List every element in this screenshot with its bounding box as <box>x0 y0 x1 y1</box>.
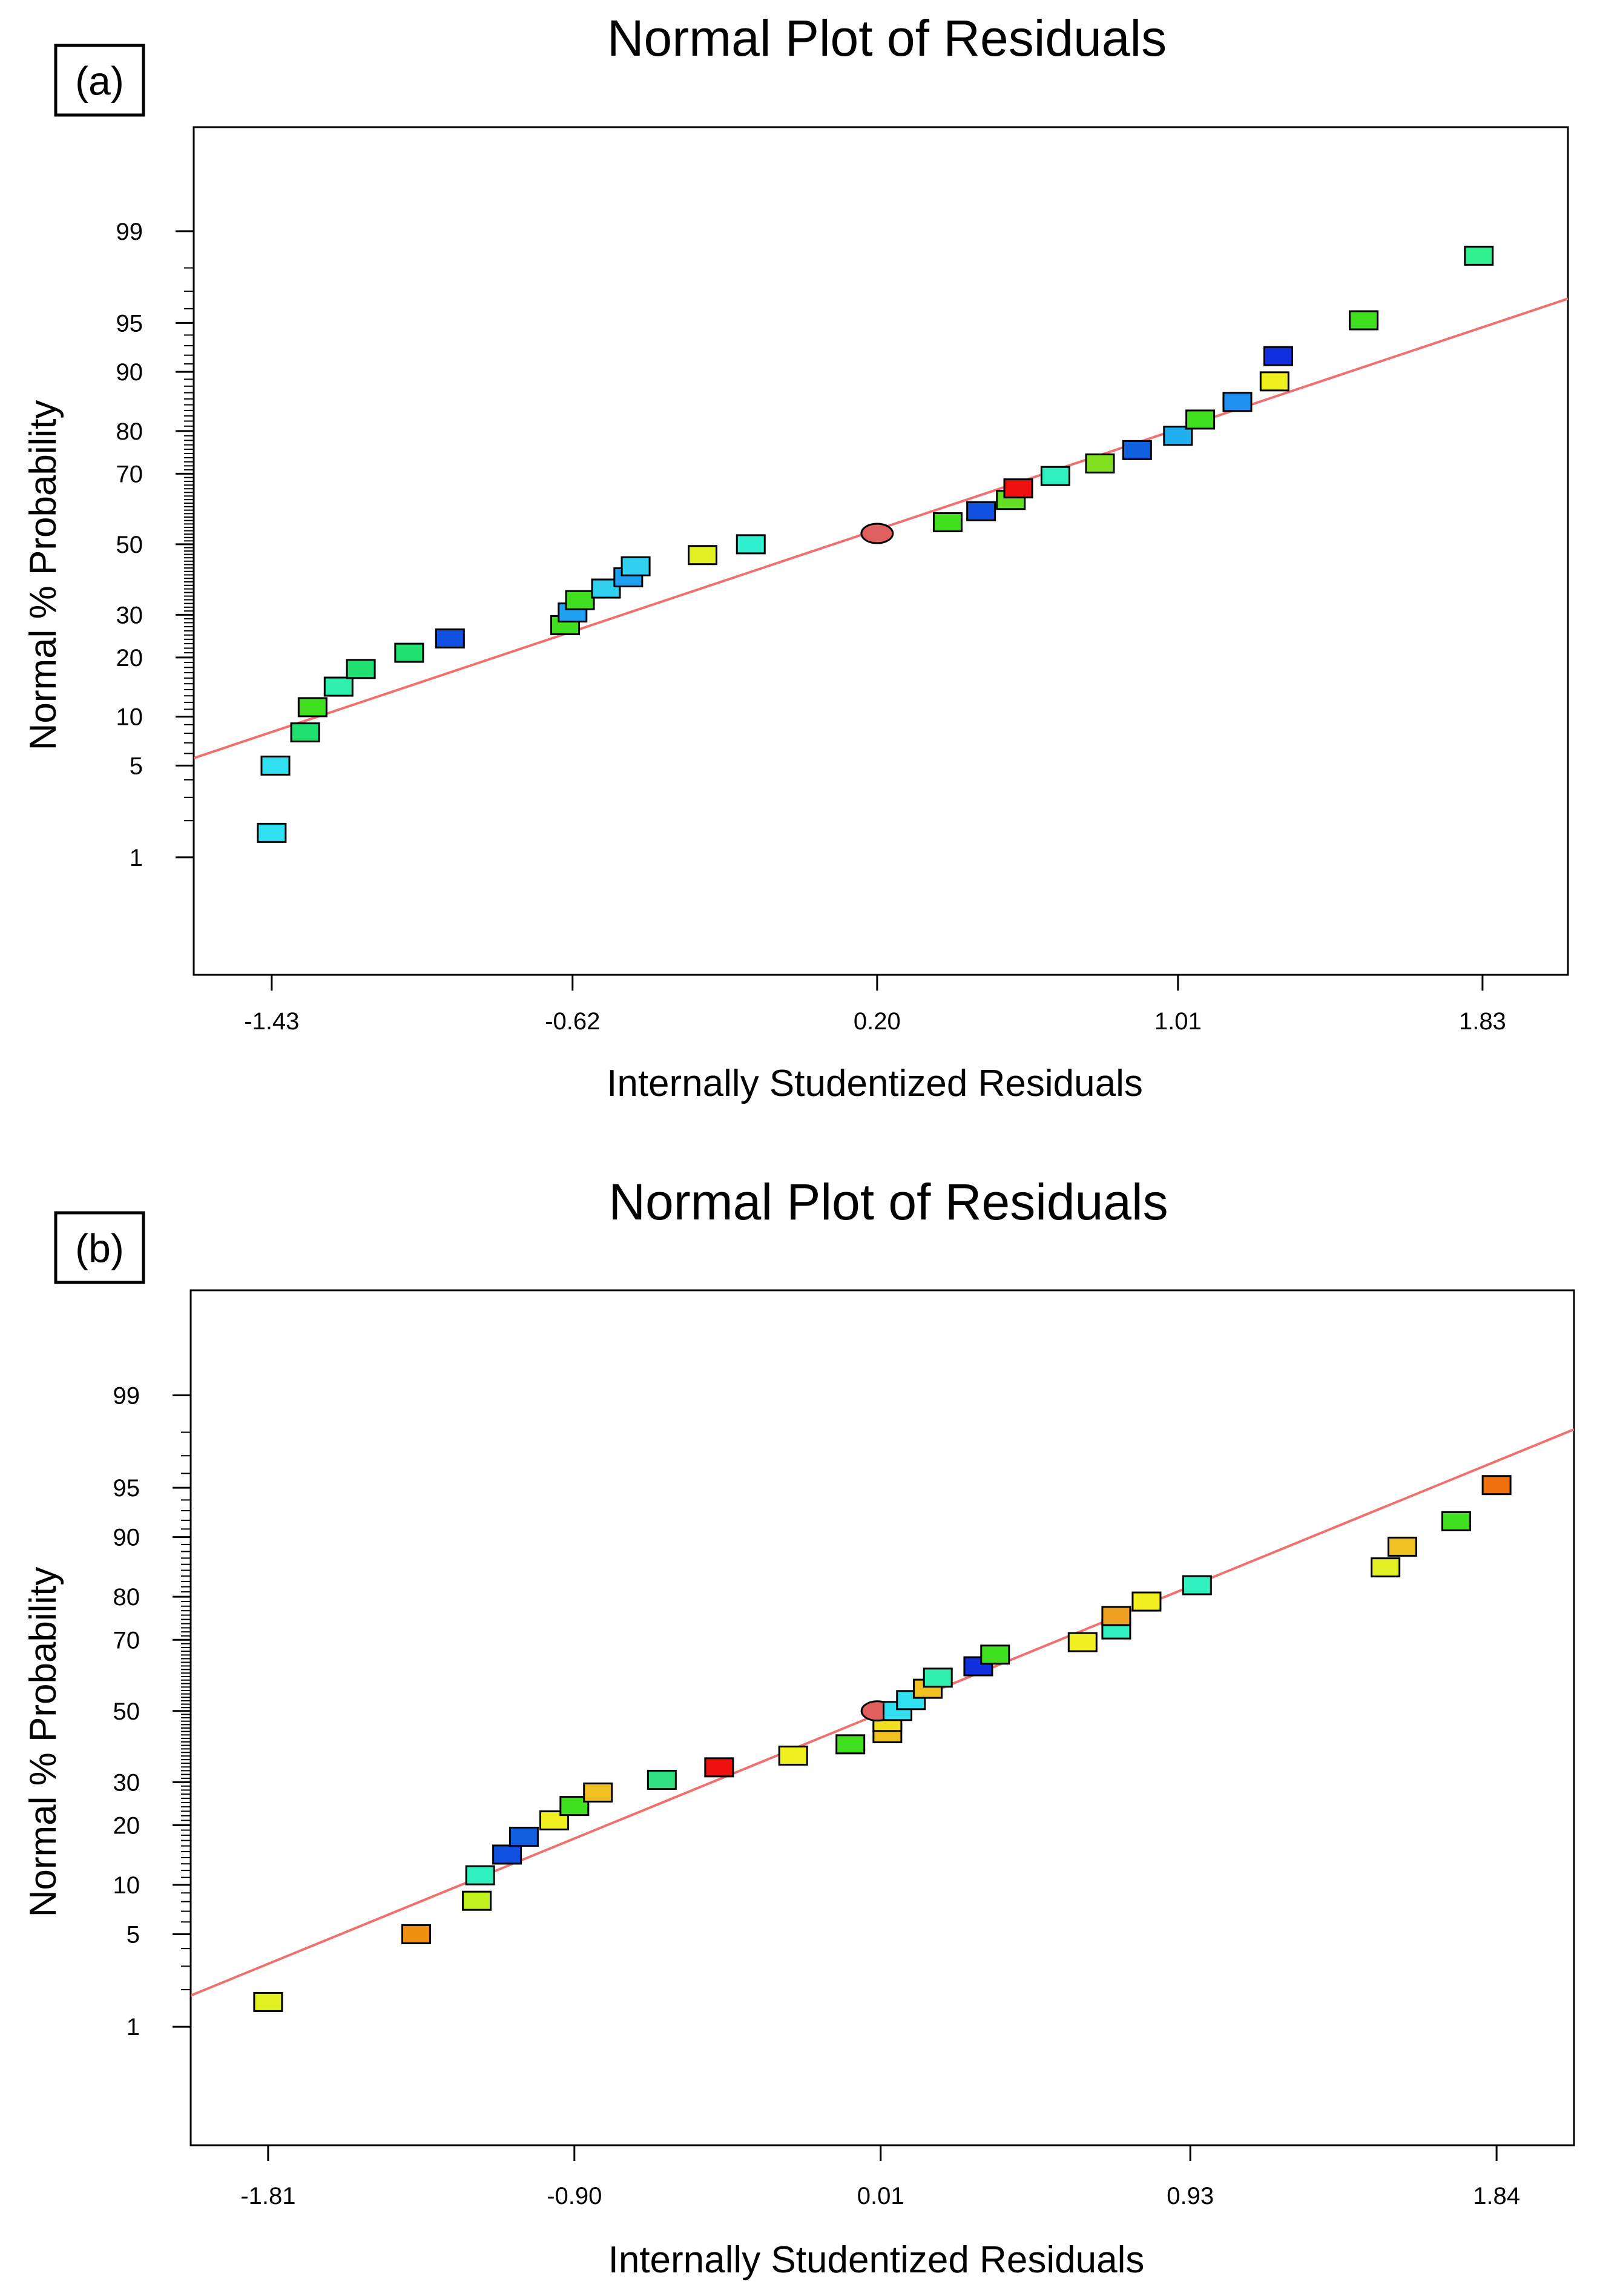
data-point <box>621 556 651 576</box>
y-tick-label: 10 <box>113 1872 140 1899</box>
y-tick-label: 99 <box>116 219 143 245</box>
y-tick-label: 1 <box>130 845 143 871</box>
y-tick-label: 99 <box>113 1382 140 1409</box>
data-point <box>688 545 718 566</box>
data-point <box>1185 409 1216 430</box>
x-tick-label: -1.43 <box>244 1008 299 1035</box>
y-tick-label: 30 <box>116 602 143 628</box>
data-point <box>1040 466 1070 486</box>
data-point <box>435 628 465 648</box>
data-point <box>835 1734 866 1755</box>
data-point <box>257 822 287 843</box>
data-point <box>401 1924 431 1944</box>
data-point <box>323 676 354 697</box>
data-point <box>1349 310 1379 331</box>
x-tick-label: 0.20 <box>854 1008 901 1035</box>
data-point <box>1441 1511 1471 1531</box>
y-tick-label: 1 <box>127 2014 140 2040</box>
y-tick-label: 5 <box>127 1921 140 1948</box>
x-tick-label: 1.83 <box>1459 1008 1506 1035</box>
data-point <box>346 659 376 679</box>
data-point <box>1131 1591 1162 1612</box>
panel-tag: (b) <box>75 1226 124 1271</box>
x-tick-label: 1.01 <box>1154 1008 1202 1035</box>
data-point <box>1464 245 1494 266</box>
x-tick-label: -0.62 <box>545 1008 600 1035</box>
data-point <box>1122 440 1152 460</box>
data-point <box>966 501 996 521</box>
y-tick-label: 95 <box>116 310 143 337</box>
panel-b: (b) Normal Plot of Residuals 1 5 10 20 30 50 70 8… <box>22 1173 1575 2281</box>
y-tick-label: 80 <box>116 418 143 445</box>
data-point <box>1259 371 1289 392</box>
plot-frame <box>193 126 1569 976</box>
data-point <box>290 722 320 743</box>
y-axis-label: Normal % Probability <box>22 1567 64 1918</box>
data-point <box>583 1782 613 1803</box>
y-axis-label: Normal % Probability <box>22 400 64 751</box>
data-point <box>492 1844 522 1865</box>
x-tick-label: -0.90 <box>547 2183 602 2209</box>
panel-tag-box <box>54 44 145 117</box>
data-point <box>932 512 963 533</box>
data-point <box>647 1769 677 1790</box>
data-point <box>465 1865 495 1885</box>
data-point <box>1163 426 1193 446</box>
data-point <box>394 642 424 663</box>
data-point <box>736 534 766 555</box>
y-tick-label: 50 <box>113 1698 140 1725</box>
data-point <box>1067 1632 1098 1652</box>
x-tick-label: 1.84 <box>1473 2183 1520 2209</box>
y-tick-label: 90 <box>113 1525 140 1551</box>
data-point <box>1182 1575 1212 1595</box>
data-point <box>1003 478 1033 499</box>
y-tick-label: 50 <box>116 532 143 558</box>
x-axis-label: Internally Studentized Residuals <box>607 1063 1143 1104</box>
chart-title: Normal Plot of Residuals <box>608 1173 1168 1230</box>
y-tick-label: 20 <box>113 1812 140 1839</box>
panel-tag: (a) <box>75 59 124 104</box>
data-point <box>778 1746 808 1766</box>
panel-a: (a) Normal Plot of Residuals 1 5 10 20 30 50 70 8… <box>22 10 1569 1104</box>
data-point <box>923 1668 953 1688</box>
data-point-center <box>860 523 894 544</box>
data-point <box>1481 1475 1512 1496</box>
data-point <box>1085 453 1115 473</box>
data-point <box>297 697 328 718</box>
x-tick-label: -1.81 <box>240 2183 295 2209</box>
data-point <box>1222 392 1253 412</box>
data-point <box>565 590 595 610</box>
x-tick-label: 0.01 <box>857 2183 904 2209</box>
y-tick-label: 30 <box>113 1769 140 1796</box>
data-point <box>1387 1536 1417 1557</box>
data-point <box>1263 346 1293 366</box>
chart-title: Normal Plot of Residuals <box>607 10 1167 67</box>
data-point <box>253 1991 283 2012</box>
y-tick-label: 80 <box>113 1584 140 1611</box>
y-tick-label: 70 <box>116 461 143 487</box>
data-point <box>462 1890 492 1911</box>
data-point <box>1101 1606 1131 1626</box>
data-point <box>980 1644 1010 1665</box>
x-axis-label: Internally Studentized Residuals <box>608 2239 1145 2281</box>
data-point <box>260 755 291 776</box>
y-tick-label: 90 <box>116 359 143 386</box>
y-tick-label: 10 <box>116 704 143 731</box>
y-tick-label: 20 <box>116 645 143 671</box>
data-point <box>1371 1557 1401 1578</box>
y-tick-label: 95 <box>113 1475 140 1502</box>
data-point <box>704 1757 734 1778</box>
y-tick-label: 70 <box>113 1627 140 1654</box>
x-tick-label: 0.93 <box>1167 2183 1214 2209</box>
data-point <box>509 1827 539 1847</box>
y-tick-label: 5 <box>130 753 143 779</box>
panel-tag-box <box>54 1211 145 1284</box>
